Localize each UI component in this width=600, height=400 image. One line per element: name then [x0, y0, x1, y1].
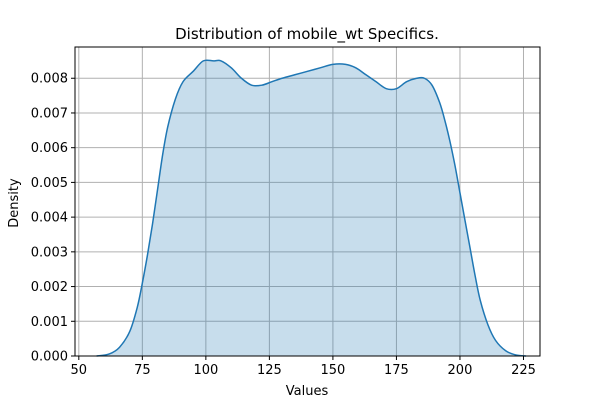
x-tick-label: 100: [193, 363, 218, 378]
plot-frame: [74, 46, 541, 357]
x-axis-label: Values: [286, 384, 329, 399]
y-tick-label: 0.000: [31, 350, 68, 365]
x-tick-label: 50: [71, 363, 88, 378]
x-tick-label: 75: [134, 363, 151, 378]
density-curve-line: [96, 59, 527, 357]
y-axis-label: Density: [7, 178, 22, 228]
y-tick-label: 0.001: [31, 315, 68, 330]
y-tick-label: 0.002: [31, 280, 68, 295]
density-series: [96, 59, 527, 357]
y-tick-label: 0.005: [31, 176, 68, 191]
x-tick-label: 175: [384, 363, 409, 378]
density-area-fill: [96, 60, 527, 356]
y-tick-label: 0.003: [31, 245, 68, 260]
y-axis-ticks: 0.000 0.001 0.002 0.003 0.004 0.005 0.006 0.007…: [31, 72, 75, 365]
x-tick-label: 150: [320, 363, 345, 378]
x-axis-ticks: 50 75 100 125 150 175 200 225: [71, 356, 536, 378]
y-tick-label: 0.007: [31, 106, 68, 121]
grid-lines: [75, 47, 540, 357]
x-tick-label: 225: [511, 363, 536, 378]
y-tick-label: 0.008: [31, 72, 68, 87]
y-tick-label: 0.006: [31, 141, 68, 156]
y-tick-label: 0.004: [31, 211, 68, 226]
chart-title: Distribution of mobile_wt Specifics.: [175, 25, 439, 44]
x-tick-label: 125: [257, 363, 282, 378]
x-tick-label: 200: [448, 363, 473, 378]
